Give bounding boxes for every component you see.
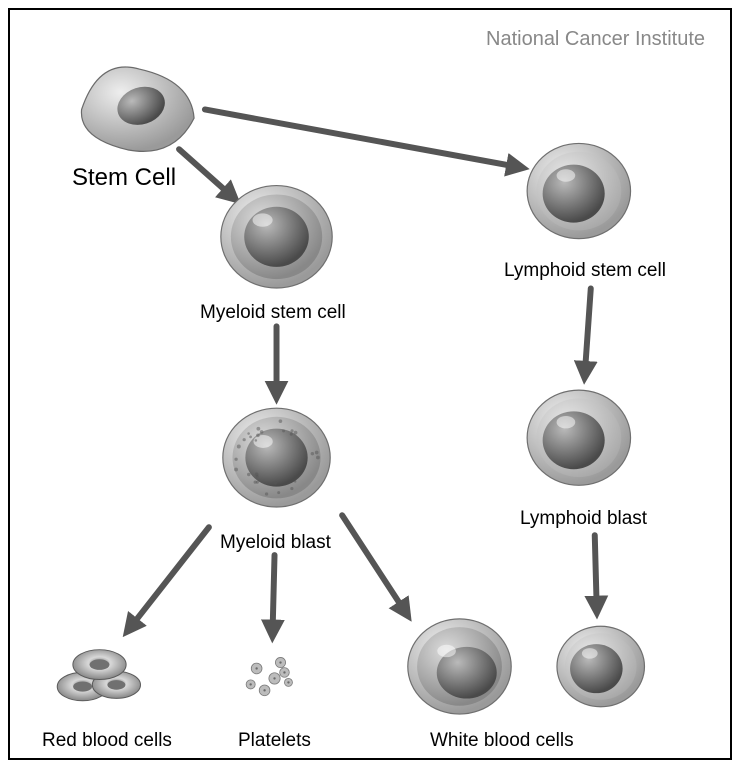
arrow-lymphoid_blast-lymph_end [595,535,597,609]
label-lymphoid-blast: Lymphoid blast [520,508,647,530]
arrow-stem_cell-lymphoid_stem [205,109,519,167]
diagram-frame: National Cancer Institute [8,8,732,760]
arrow-myeloid_blast-platelets [273,555,275,633]
arrow-myeloid_blast-rbc [129,527,209,628]
label-myeloid-stem: Myeloid stem cell [200,302,346,324]
label-lymphoid-stem: Lymphoid stem cell [504,260,666,282]
label-rbc: Red blood cells [42,730,172,752]
cell-lymphocyte [557,626,645,707]
cell-myeloid-stem [221,186,332,288]
arrow-myeloid_blast-wbc [342,515,406,612]
cell-stem [81,67,194,151]
label-wbc: White blood cells [430,730,574,752]
cell-platelets [246,657,292,695]
label-stem-cell: Stem Cell [72,164,176,192]
cell-lymphoid-stem [527,143,630,238]
cell-wbc [408,619,511,714]
label-platelets: Platelets [238,730,311,752]
label-myeloid-blast: Myeloid blast [220,532,331,554]
cell-myeloid-blast [223,408,330,507]
arrow-layer [10,10,730,758]
cell-rbc [57,650,140,701]
attribution-text: National Cancer Institute [486,28,705,51]
arrow-stem_cell-myeloid_stem [179,149,233,197]
arrow-lymphoid_stem-lymphoid_blast [585,289,591,375]
cell-lymphoid-blast [527,390,630,485]
